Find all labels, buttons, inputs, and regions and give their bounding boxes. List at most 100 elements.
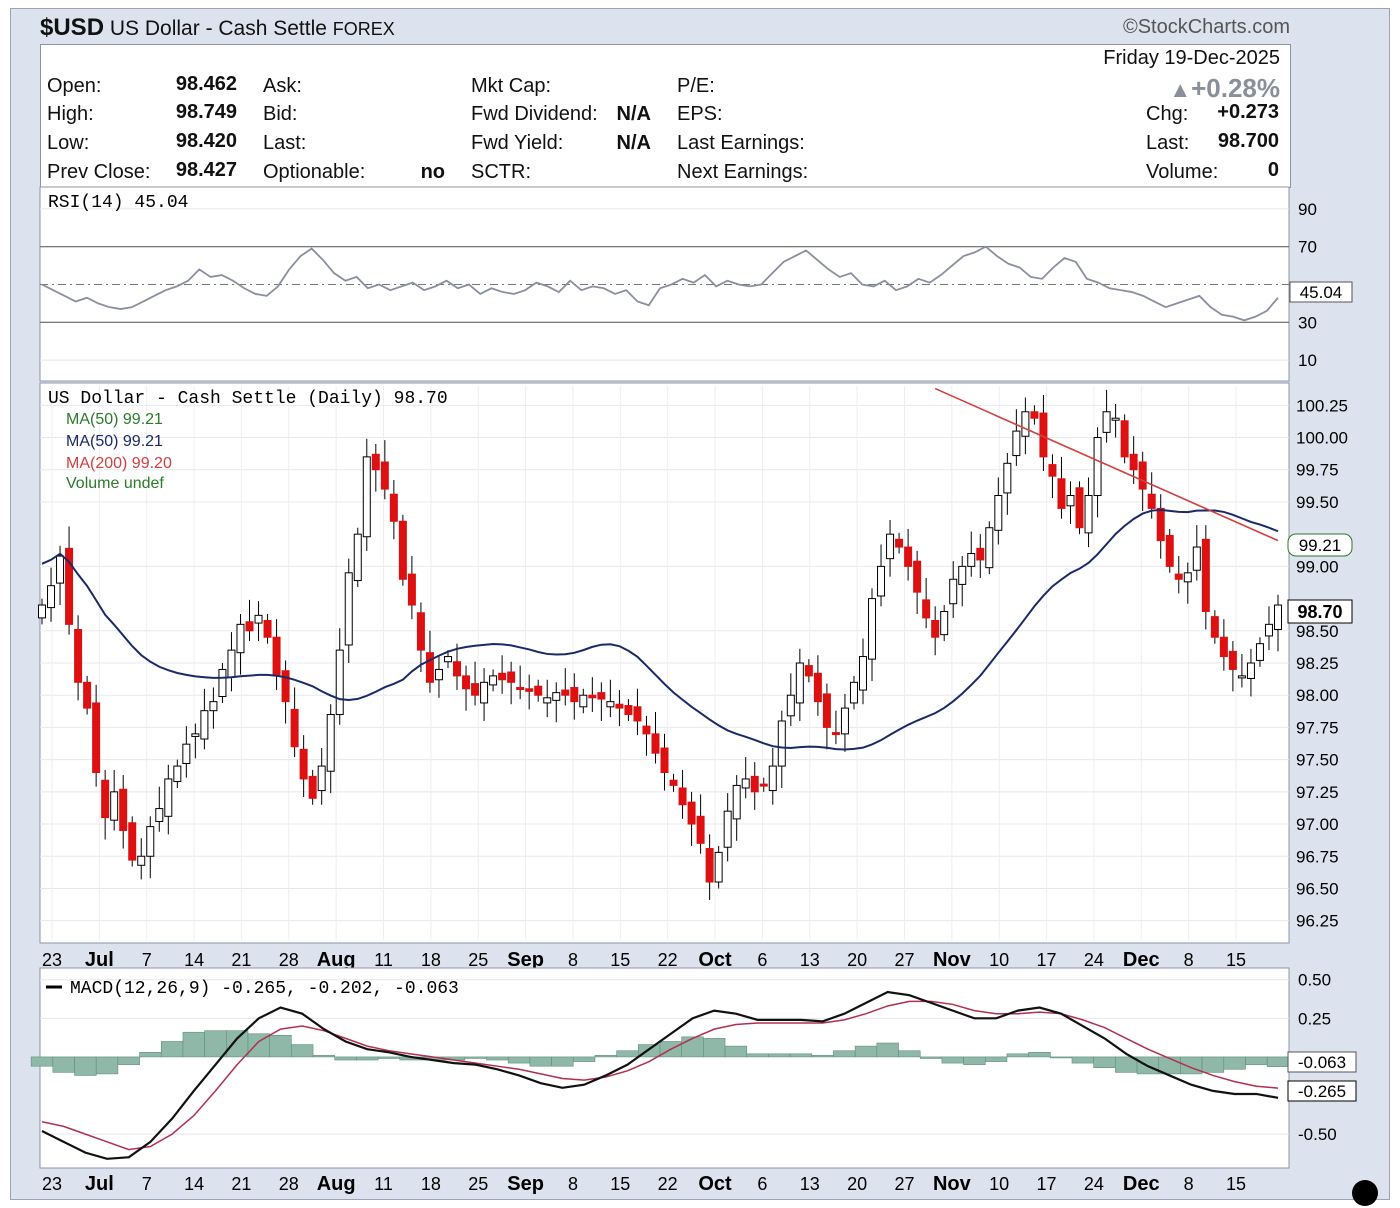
instrument-name: US Dollar - Cash Settle (109, 17, 327, 40)
x-tick-label: 28 (279, 950, 299, 970)
macd-hist-bar (551, 1056, 574, 1067)
candle-body (1192, 546, 1201, 571)
x-tick-label: 23 (42, 1174, 62, 1194)
macd-hist-bar (572, 1056, 596, 1062)
macd-hist-bar (616, 1050, 639, 1058)
candle-body (110, 791, 119, 821)
candle-body (958, 565, 967, 585)
x-tick-label: 21 (231, 950, 251, 970)
price-tick-label: 99.00 (1296, 557, 1339, 576)
up-arrow-icon: ▲ (1169, 77, 1192, 102)
x-tick-label: 15 (1226, 950, 1246, 970)
candle-body (976, 547, 985, 561)
prev-close-value: 98.427 (175, 159, 237, 181)
candle-body (489, 675, 498, 686)
price-tick-label: 96.25 (1296, 912, 1339, 931)
macd-hist-bar (681, 1036, 704, 1058)
symbol: $USD (40, 14, 105, 41)
x-tick-label: 6 (757, 950, 767, 970)
candle-body (299, 748, 308, 780)
rsi-tick-label: 90 (1298, 200, 1317, 219)
candle-body (516, 686, 525, 690)
candle-body (146, 826, 155, 857)
low-label: Low: (47, 132, 90, 154)
macd-line (41, 990, 1279, 1160)
x-tick-label: 14 (184, 1174, 204, 1194)
candle-body (119, 788, 128, 831)
candle-body (83, 681, 92, 709)
candle-body (1120, 420, 1129, 458)
candle-body (480, 681, 489, 704)
x-tick-label: 7 (142, 950, 152, 970)
rsi-grid (40, 208, 1289, 361)
x-tick-label: 21 (231, 1174, 251, 1194)
x-tick-label: 10 (989, 950, 1009, 970)
x-tick-label: Nov (933, 1173, 972, 1195)
open-label: Open: (47, 75, 102, 97)
mkt-cap-label: Mkt Cap: (471, 75, 552, 97)
candle-body (588, 694, 597, 699)
candle-body (723, 810, 732, 848)
x-tick-label: Jul (85, 1173, 114, 1195)
x-tick-label: 18 (421, 950, 441, 970)
legend-ma50-navy: MA(50) 99.21 (66, 433, 163, 450)
x-tick-label: 23 (42, 950, 62, 970)
candle-body (741, 778, 750, 789)
candle-body (1129, 453, 1138, 471)
macd-hist-bar (594, 1055, 617, 1058)
macd-tick-label: 0.50 (1298, 971, 1331, 990)
candle-body (849, 681, 858, 704)
pct-change: ▲+0.28% (1169, 73, 1280, 104)
pct-change-value: +0.28% (1191, 73, 1280, 103)
price-tick-label: 96.75 (1296, 847, 1339, 866)
price-tick-label: 100.00 (1296, 429, 1348, 448)
candle-body (750, 775, 759, 793)
macd-hist-bar (703, 1038, 726, 1058)
x-tick-label: 6 (757, 1174, 767, 1194)
candle-body (813, 672, 822, 703)
candle-body (1003, 462, 1012, 494)
x-tick-label: 7 (142, 1174, 152, 1194)
candle-body (804, 665, 813, 677)
candle-body (1093, 437, 1102, 497)
last-earnings-label: Last Earnings: (677, 132, 805, 154)
macd-hist-bar (1050, 1056, 1073, 1059)
macd-title: MACD(12,26,9) -0.265, -0.202, -0.063 (70, 979, 459, 999)
price-title: US Dollar - Cash Settle (Daily) 98.70 (48, 389, 448, 409)
x-tick-label: 15 (610, 1174, 630, 1194)
candle-body (895, 538, 904, 548)
macd-hist-bar (486, 1056, 509, 1061)
macd-hist-bar (291, 1044, 314, 1058)
macd-hist-bar (117, 1056, 140, 1065)
quote-date: Friday 19-Dec-2025 (1103, 47, 1280, 69)
x-axis-top: 23 Jul 7 14 21 28 Aug 11 18 25 Sep 8 15 22 Oct 6 13 20 27 N… (42, 949, 1246, 971)
candle-body (858, 656, 867, 691)
candle-body (389, 493, 398, 522)
macd-hist-bar (746, 1053, 769, 1058)
high-value: 98.749 (175, 101, 237, 123)
candle-body (290, 708, 299, 748)
ma-value: 99.21 (1299, 536, 1342, 555)
price-tick-label: 98.25 (1296, 654, 1339, 673)
macd-hist-bar (226, 1030, 249, 1058)
macd-hist-bar (984, 1056, 1008, 1062)
rsi-series-line (41, 245, 1279, 322)
ma200-line (934, 387, 1279, 542)
legend-ma200: MA(200) 99.20 (66, 455, 172, 472)
candle-body (597, 692, 606, 700)
corner-dot (1352, 1180, 1378, 1206)
macd-axis: 0.50 0.25 -0.50 (1298, 971, 1337, 1144)
quote-panel: Open: 98.462 High: 98.749 Low: 98.420 Pr… (40, 44, 1291, 188)
candle-body (362, 456, 371, 538)
eps-label: EPS: (677, 103, 723, 125)
rsi-tick-label: 70 (1298, 238, 1317, 257)
candle-body (380, 461, 389, 490)
candle-body (768, 765, 777, 792)
candle-body (651, 733, 660, 754)
macd-hist-bar (1180, 1056, 1203, 1075)
candle-body (1075, 487, 1084, 529)
macd-hist-bar (269, 1035, 292, 1058)
candle-body (462, 675, 471, 690)
candle-body (1246, 662, 1255, 679)
pe-label: P/E: (677, 75, 715, 97)
